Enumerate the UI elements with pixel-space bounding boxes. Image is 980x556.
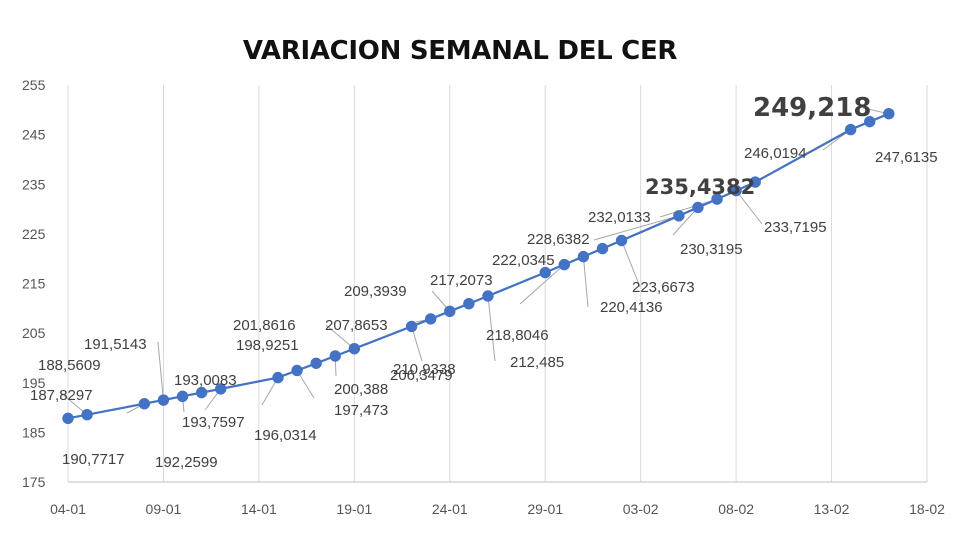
data-label: 191,5143 xyxy=(84,336,147,353)
leader-line xyxy=(621,240,641,288)
x-tick-label: 14-01 xyxy=(241,501,277,517)
x-tick-label: 03-02 xyxy=(623,501,659,517)
data-label: 192,2599 xyxy=(155,454,218,471)
data-label: 222,0345 xyxy=(492,252,555,269)
data-labels: 187,8297 188,5609 190,7717 191,5143 192,2599… xyxy=(30,93,938,471)
data-point xyxy=(138,398,151,410)
data-point xyxy=(883,107,895,120)
data-point xyxy=(424,313,437,325)
leader-line xyxy=(735,190,763,225)
data-label: 230,3195 xyxy=(680,241,743,258)
data-point xyxy=(348,342,361,355)
x-tick-label: 24-01 xyxy=(432,501,468,517)
leader-line xyxy=(519,264,565,305)
data-label: 197,473 xyxy=(334,402,388,419)
data-label: 206,3479 xyxy=(390,367,453,384)
data-label: 212,485 xyxy=(510,354,564,371)
data-point xyxy=(176,390,189,403)
data-label: 190,7717 xyxy=(62,451,125,468)
data-point xyxy=(711,193,723,205)
data-point xyxy=(749,176,761,188)
data-label: 209,3939 xyxy=(344,283,407,300)
leader-line xyxy=(325,324,355,350)
x-tick-label: 08-02 xyxy=(718,501,754,517)
data-label: 249,218 xyxy=(753,93,871,123)
data-point xyxy=(577,250,590,263)
data-point xyxy=(558,258,571,271)
data-point xyxy=(463,297,475,310)
x-tick-label: 29-01 xyxy=(527,501,563,517)
data-point xyxy=(310,357,322,369)
data-point xyxy=(444,305,456,318)
leader-line xyxy=(487,295,496,362)
data-label: 200,388 xyxy=(334,381,388,398)
data-point xyxy=(157,394,170,406)
data-point xyxy=(272,371,284,384)
data-label: 218,8046 xyxy=(486,327,549,344)
leader-line xyxy=(582,256,589,308)
data-label: 235,4382 xyxy=(645,175,755,199)
data-point xyxy=(405,320,418,333)
data-label: 196,0314 xyxy=(254,427,317,444)
data-label: 217,2073 xyxy=(430,272,493,289)
y-tick-label: 185 xyxy=(22,424,46,440)
data-label: 193,0083 xyxy=(174,372,237,389)
leader-line xyxy=(411,326,423,362)
y-tick-label: 195 xyxy=(22,375,46,391)
x-tick-label: 04-01 xyxy=(50,501,86,517)
y-tick-label: 235 xyxy=(22,176,46,192)
data-label: 232,0133 xyxy=(588,209,651,226)
data-point xyxy=(615,234,628,247)
data-point xyxy=(482,290,494,302)
data-label: 207,8653 xyxy=(325,317,388,334)
leader-line xyxy=(59,391,88,416)
x-tick-label: 13-02 xyxy=(814,501,850,517)
axes: 04-01 09-01 14-01 19-01 24-01 29-01 03-02 08-02… xyxy=(22,77,945,517)
y-tick-label: 175 xyxy=(22,474,46,490)
data-label: 246,0194 xyxy=(744,145,807,162)
data-label: 233,7195 xyxy=(764,219,827,236)
data-point xyxy=(864,115,876,128)
data-label: 193,7597 xyxy=(182,414,245,431)
data-point xyxy=(329,350,341,362)
data-point xyxy=(195,386,208,399)
leader-line xyxy=(672,207,699,236)
data-point xyxy=(62,412,74,425)
data-point xyxy=(673,210,685,222)
x-tick-label: 09-01 xyxy=(146,501,182,517)
y-tick-label: 205 xyxy=(22,325,46,341)
series xyxy=(62,107,895,425)
x-tick-label: 18-02 xyxy=(909,501,945,517)
y-tick-label: 245 xyxy=(22,127,46,143)
y-tick-label: 225 xyxy=(22,226,46,242)
data-label: 188,5609 xyxy=(38,357,101,374)
data-point xyxy=(844,123,857,136)
data-label: 247,6135 xyxy=(875,149,938,166)
data-label: 198,9251 xyxy=(236,337,299,354)
data-point xyxy=(81,409,93,421)
data-label: 201,8616 xyxy=(233,317,296,334)
chart-title: VARIACION SEMANAL DEL CER xyxy=(242,36,678,66)
gridlines xyxy=(67,85,928,482)
leader-line xyxy=(593,215,679,241)
leader-line xyxy=(157,341,164,401)
data-point xyxy=(539,266,551,279)
data-label: 210,9338 xyxy=(393,361,456,378)
y-tick-label: 215 xyxy=(22,276,46,292)
data-point xyxy=(596,242,609,255)
data-point xyxy=(692,201,704,214)
data-label: 223,6673 xyxy=(632,279,695,296)
data-label: 220,4136 xyxy=(600,299,663,316)
data-point xyxy=(291,364,303,377)
y-tick-label: 255 xyxy=(22,77,46,93)
data-point xyxy=(730,184,742,197)
data-label: 228,6382 xyxy=(527,231,590,248)
x-tick-label: 19-01 xyxy=(336,501,372,517)
data-point xyxy=(215,383,227,395)
data-label: 187,8297 xyxy=(30,387,93,404)
